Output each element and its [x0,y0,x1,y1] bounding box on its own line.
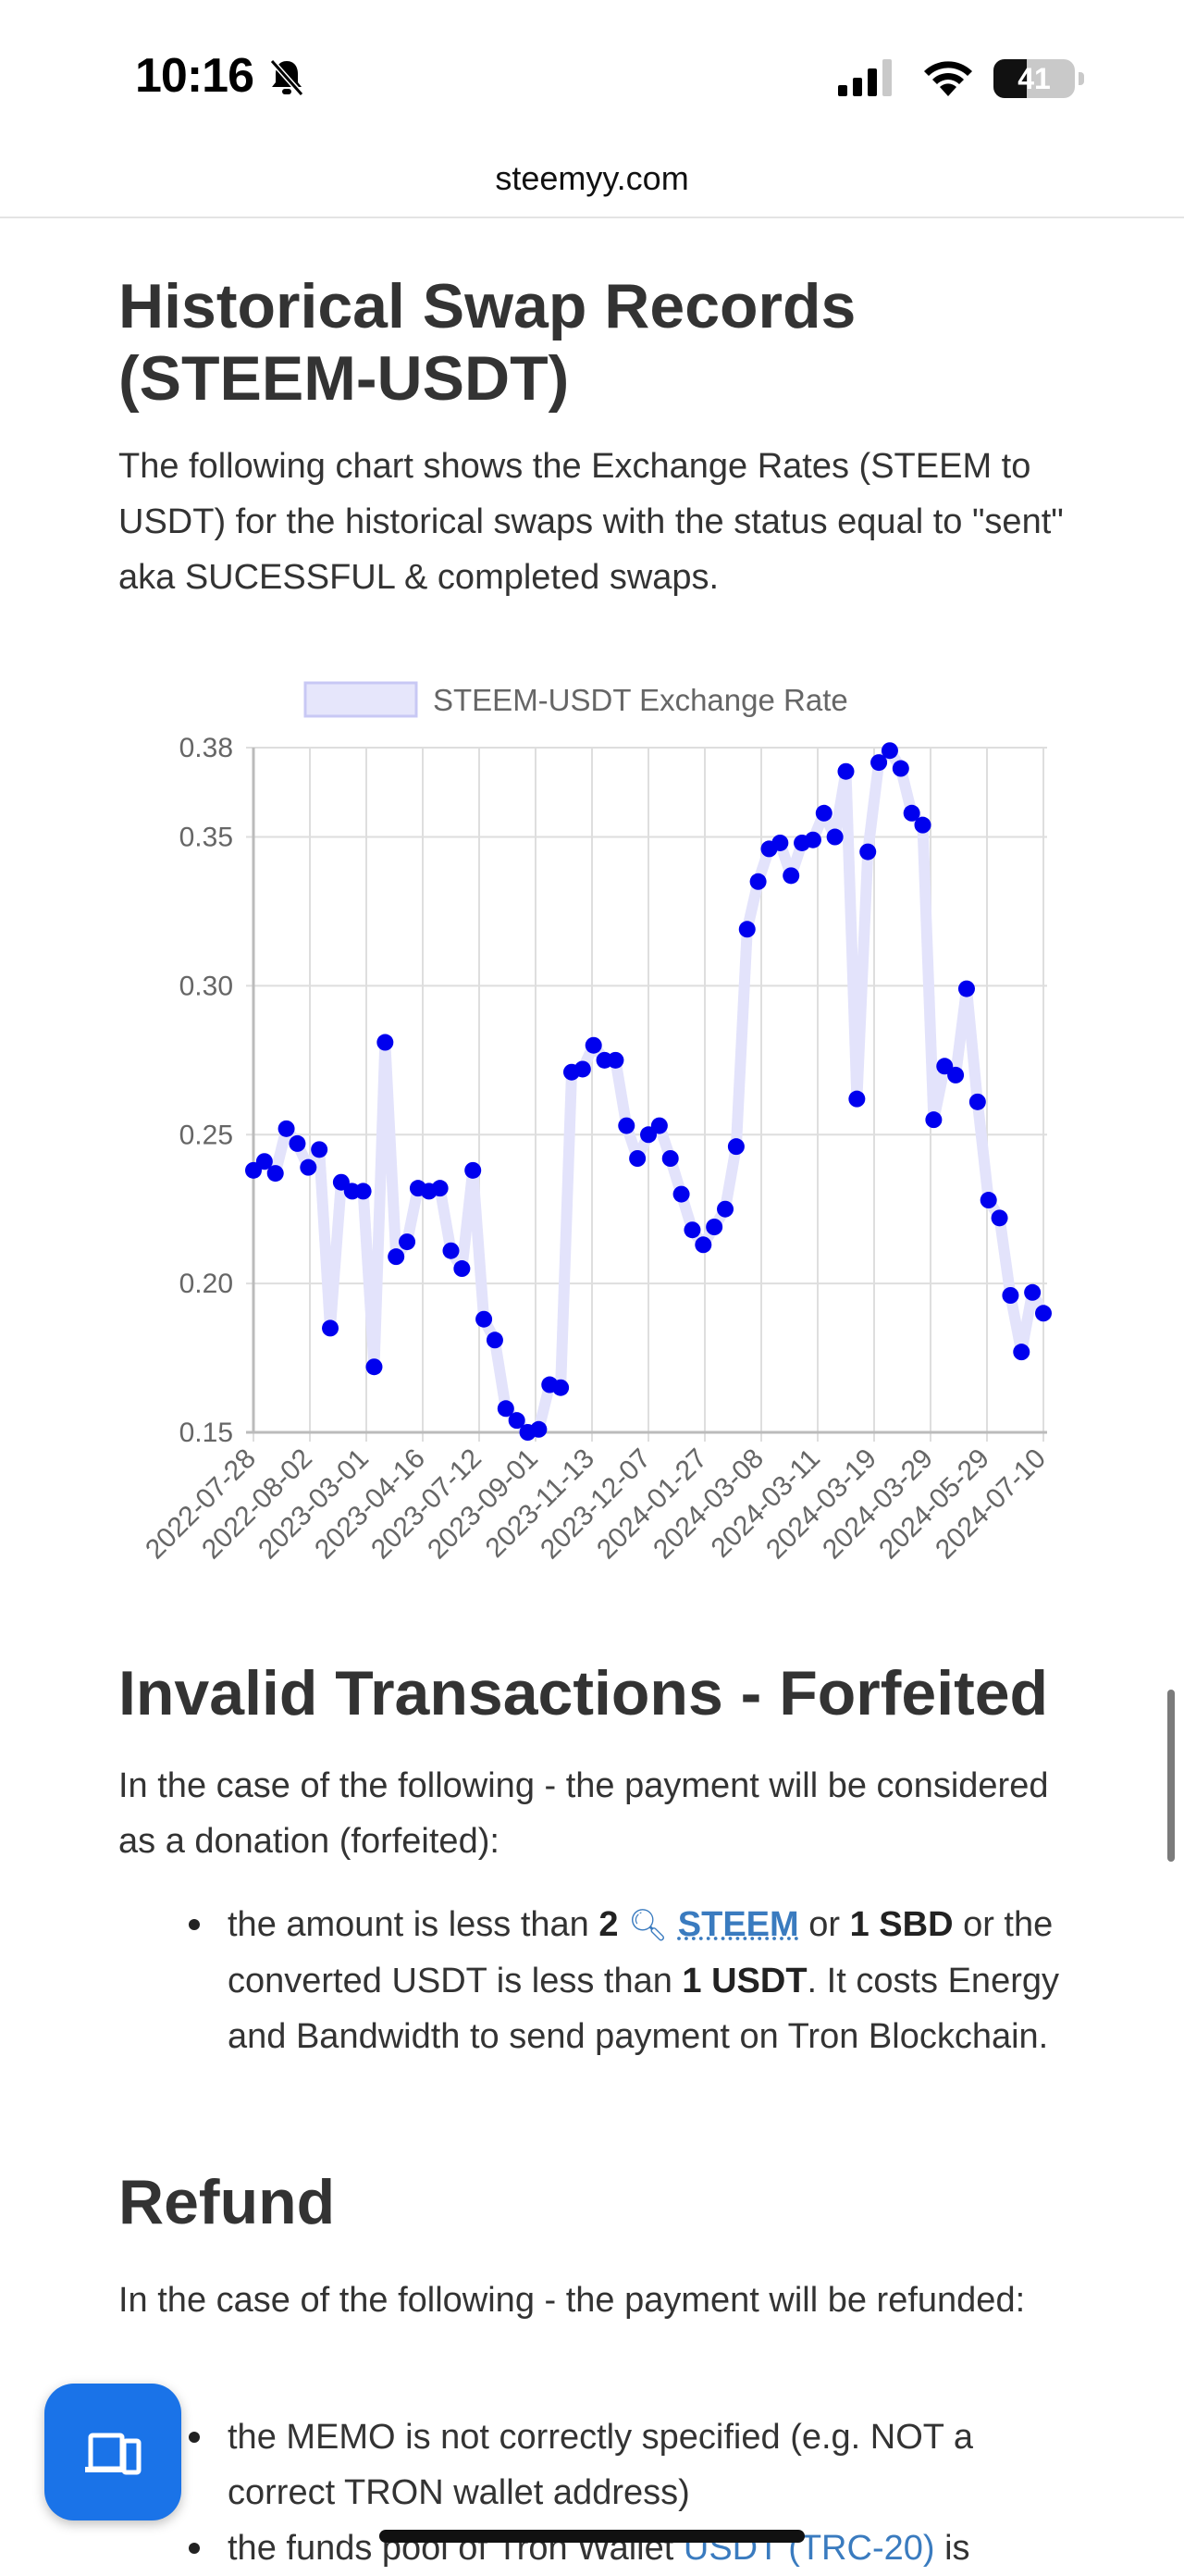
data-point [1035,1305,1052,1322]
data-point [947,1066,965,1084]
battery-icon: 41 [993,59,1084,98]
data-point [1002,1287,1019,1304]
data-point [957,980,975,997]
data-point [300,1158,317,1176]
list-item: the amount is less than 2 🔍︎ STEEM or 1 … [118,1897,1090,2064]
min-steem-amount: 2 [598,1905,619,1944]
data-point [552,1379,570,1396]
wifi-icon [924,61,972,96]
data-point [388,1248,405,1266]
data-point [289,1134,306,1152]
exchange-rate-chart: 0.38 0.35 0.30 0.25 0.20 0.15 2022-07-28 2022-0… [120,670,1064,1623]
data-point [804,831,821,848]
address-bar-divider [0,217,1184,218]
data-point [508,1412,525,1430]
data-point [968,1093,986,1110]
steem-token-link[interactable]: STEEM [677,1905,799,1944]
data-point [255,1153,273,1170]
address-bar-url[interactable]: steemyy.com [495,159,689,197]
data-point [870,754,888,772]
data-point [497,1400,514,1418]
data-point [650,1117,668,1134]
data-point [892,760,909,777]
data-point [464,1161,482,1179]
data-point [574,1060,591,1078]
data-point [585,1036,602,1054]
refund-conditions-list: the MEMO is not correctly specified (e.g… [118,2409,1090,2576]
data-point [717,1200,734,1218]
data-point [442,1242,460,1259]
data-point [266,1165,284,1183]
data-point [607,1051,624,1069]
data-point [925,1111,943,1129]
y-tick-label: 0.38 [179,733,233,763]
battery-level: 41 [1018,62,1051,95]
data-point [1024,1283,1042,1301]
data-point [453,1260,471,1278]
exchange-rate-chart-svg: 0.380.350.300.250.200.152022-07-282022-0… [140,681,1052,1565]
data-point [815,804,832,822]
legend-label: STEEM-USDT Exchange Rate [433,683,848,717]
data-point [376,1034,394,1051]
data-point [826,828,844,846]
data-point [672,1185,690,1203]
data-point [991,1209,1008,1227]
data-point [1013,1344,1030,1361]
magnifier-icon[interactable]: 🔍︎ [628,1908,669,1943]
data-point [980,1192,997,1209]
swap-records-description: The following chart shows the Exchange R… [118,447,1064,597]
list-item: the MEMO is not correctly specified (e.g… [118,2409,1090,2520]
y-tick-label: 0.15 [179,1418,233,1448]
status-bar: 10:16 41 [0,0,1184,157]
data-point [783,867,800,885]
data-point [859,843,877,861]
silent-bell-icon [269,59,304,96]
data-point [848,1090,866,1108]
data-point [475,1310,493,1328]
data-point [311,1141,328,1158]
data-point [530,1420,548,1438]
y-tick-label: 0.35 [179,823,233,853]
data-point [706,1219,723,1235]
data-point [749,873,767,890]
y-tick-label: 0.25 [179,1120,233,1150]
data-point [684,1221,701,1239]
status-time: 10:16 [135,49,254,103]
data-point [738,921,756,938]
data-point [914,816,931,834]
data-point [486,1331,503,1349]
legend-swatch [303,681,418,718]
invalid-conditions-list: the amount is less than 2 🔍︎ STEEM or 1 … [118,1897,1090,2064]
data-point [278,1120,295,1137]
devices-fab-button[interactable] [44,2384,181,2520]
refund-heading: Refund [118,2167,336,2237]
data-point [661,1150,679,1167]
cellular-signal-icon [838,59,892,96]
list-item: the funds pool of Tron Wallet USDT (TRC-… [118,2520,1090,2576]
home-indicator[interactable] [379,2530,805,2543]
data-point [881,742,898,760]
y-tick-label: 0.20 [179,1269,233,1299]
data-point [695,1236,712,1254]
swap-records-heading: Historical Swap Records (STEEM-USDT) [118,271,857,414]
data-point [837,762,855,780]
devices-icon [85,2433,142,2475]
data-point [727,1138,745,1156]
min-sbd-amount: 1 SBD [849,1905,954,1944]
y-tick-label: 0.30 [179,971,233,1001]
data-point [322,1319,339,1337]
data-point [629,1150,647,1167]
page-scrollbar[interactable] [1167,1690,1175,1862]
data-point [903,804,920,822]
min-usdt-amount: 1 USDT [682,1962,808,2000]
refund-description: In the case of the following - the payme… [118,2281,1026,2320]
data-point [771,834,789,851]
data-point [618,1117,635,1134]
data-point [365,1358,383,1376]
invalid-transactions-description: In the case of the following - the payme… [118,1766,1049,1861]
invalid-transactions-heading: Invalid Transactions - Forfeited [118,1658,1049,1728]
data-point [399,1233,416,1251]
data-point [431,1180,449,1197]
data-point [354,1183,372,1200]
